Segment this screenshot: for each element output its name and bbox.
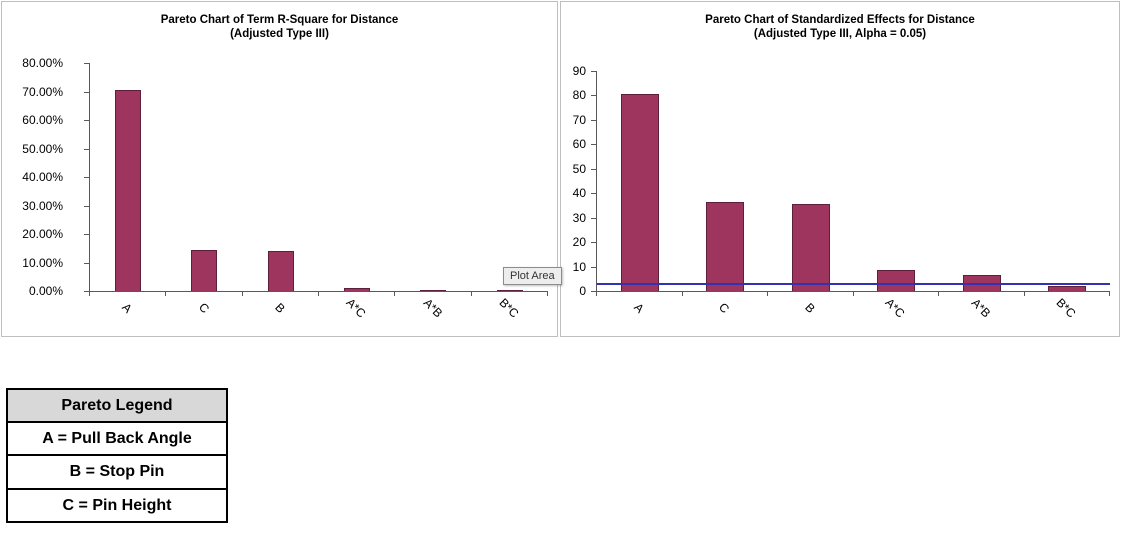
x-tick-mark: [318, 292, 319, 296]
y-tick-label: 10.00%: [10, 257, 89, 269]
x-tick-mark: [767, 292, 768, 296]
x-tick-mark: [165, 292, 167, 296]
bar[interactable]: [620, 94, 659, 291]
pareto-legend-table: Pareto Legend A = Pull Back Angle B = St…: [6, 387, 228, 523]
bar-slot: [1025, 71, 1111, 291]
chart-subtitle: (Adjusted Type III): [230, 28, 329, 40]
y-tick-label: 90: [567, 65, 596, 77]
bar-slot: [395, 63, 471, 291]
bar-slot: [472, 63, 548, 291]
bar-slot: [939, 71, 1025, 291]
y-tick-label: 80: [567, 89, 596, 101]
y-tick-label: 20: [567, 236, 596, 248]
x-category-label: A*B: [968, 295, 994, 321]
x-category-label: A: [119, 300, 135, 316]
bar-slot: [597, 71, 683, 291]
rsquare-pareto-chart[interactable]: Pareto Chart of Term R-Square for Distan…: [1, 1, 562, 337]
bar[interactable]: [344, 288, 371, 291]
y-tick-label: 60: [567, 138, 596, 150]
y-tick-label: 70.00%: [10, 86, 89, 98]
x-tick-mark: [596, 292, 597, 296]
bar-slot: [854, 71, 940, 291]
legend-row-c: C = Pin Height: [6, 487, 228, 523]
x-tick-mark: [1023, 292, 1025, 296]
x-axis: A C B A*C A*B B*C: [596, 292, 1110, 337]
bar-slot: [319, 63, 395, 291]
x-category-label: B: [272, 300, 288, 316]
x-category-label: B: [801, 300, 818, 316]
x-tick-mark: [852, 292, 854, 296]
x-category-label: C: [195, 299, 212, 317]
x-tick-mark: [470, 292, 472, 296]
y-tick-label: 70: [567, 114, 596, 126]
y-tick-label: 0: [567, 285, 596, 297]
legend-row-b: B = Stop Pin: [6, 454, 228, 490]
bar-slot: [90, 63, 166, 291]
y-tick-label: 30.00%: [10, 200, 89, 212]
x-category-label: A: [630, 300, 647, 316]
x-tick-mark: [938, 292, 939, 296]
plot-area[interactable]: [596, 71, 1110, 292]
chart-title: Pareto Chart of Term R-Square for Distan…: [160, 14, 399, 26]
bar[interactable]: [420, 290, 447, 291]
bar[interactable]: [706, 201, 745, 291]
x-category-label: A*B: [420, 295, 445, 321]
y-tick-label: 40.00%: [10, 171, 89, 183]
y-axis: 80.00% 70.00% 60.00% 50.00% 40.00% 30.00% 20.0…: [10, 57, 89, 297]
bar[interactable]: [496, 290, 523, 291]
plot-area[interactable]: [89, 63, 548, 292]
y-tick-label: 60.00%: [10, 114, 89, 126]
x-tick-mark: [89, 292, 90, 296]
y-tick-label: 50: [567, 163, 596, 175]
x-axis: A C B A*C A*B B*C: [89, 292, 548, 337]
bar[interactable]: [877, 269, 916, 291]
plot-area-tooltip: Plot Area: [503, 267, 562, 285]
x-tick-mark: [547, 292, 548, 296]
legend-title: Pareto Legend: [6, 387, 228, 424]
y-tick-label: 20.00%: [10, 228, 89, 240]
x-tick-mark: [394, 292, 396, 296]
bar[interactable]: [1048, 285, 1087, 291]
bar-slot: [166, 63, 242, 291]
x-tick-mark: [241, 292, 243, 296]
legend-row-a: A = Pull Back Angle: [6, 421, 228, 457]
x-category-label: A*C: [343, 295, 369, 321]
bar[interactable]: [191, 249, 218, 291]
chart-title: Pareto Chart of Standardized Effects for…: [705, 14, 975, 26]
y-axis: 90 80 70 60 50 40 30 20 10 0: [567, 65, 596, 297]
y-tick-label: 50.00%: [10, 143, 89, 155]
bar[interactable]: [115, 90, 142, 291]
standardized-effects-pareto-chart[interactable]: Pareto Chart of Standardized Effects for…: [560, 1, 1120, 337]
bar[interactable]: [791, 203, 830, 291]
significance-reference-line[interactable]: [597, 282, 1110, 285]
x-tick-mark: [681, 292, 683, 296]
y-tick-label: 40: [567, 187, 596, 199]
y-tick-label: 80.00%: [10, 57, 89, 69]
x-category-label: C: [716, 299, 733, 317]
bar-slot: [768, 71, 854, 291]
x-category-label: A*C: [882, 295, 908, 321]
chart-subtitle: (Adjusted Type III, Alpha = 0.05): [753, 28, 927, 40]
x-category-label: B*C: [1053, 295, 1079, 321]
bar[interactable]: [267, 251, 294, 291]
y-tick-label: 0.00%: [10, 285, 89, 297]
y-tick-label: 10: [567, 261, 596, 273]
x-tick-mark: [1109, 292, 1110, 296]
bar-slot: [683, 71, 769, 291]
bar-slot: [243, 63, 319, 291]
y-tick-label: 30: [567, 212, 596, 224]
x-category-label: B*C: [496, 295, 522, 321]
